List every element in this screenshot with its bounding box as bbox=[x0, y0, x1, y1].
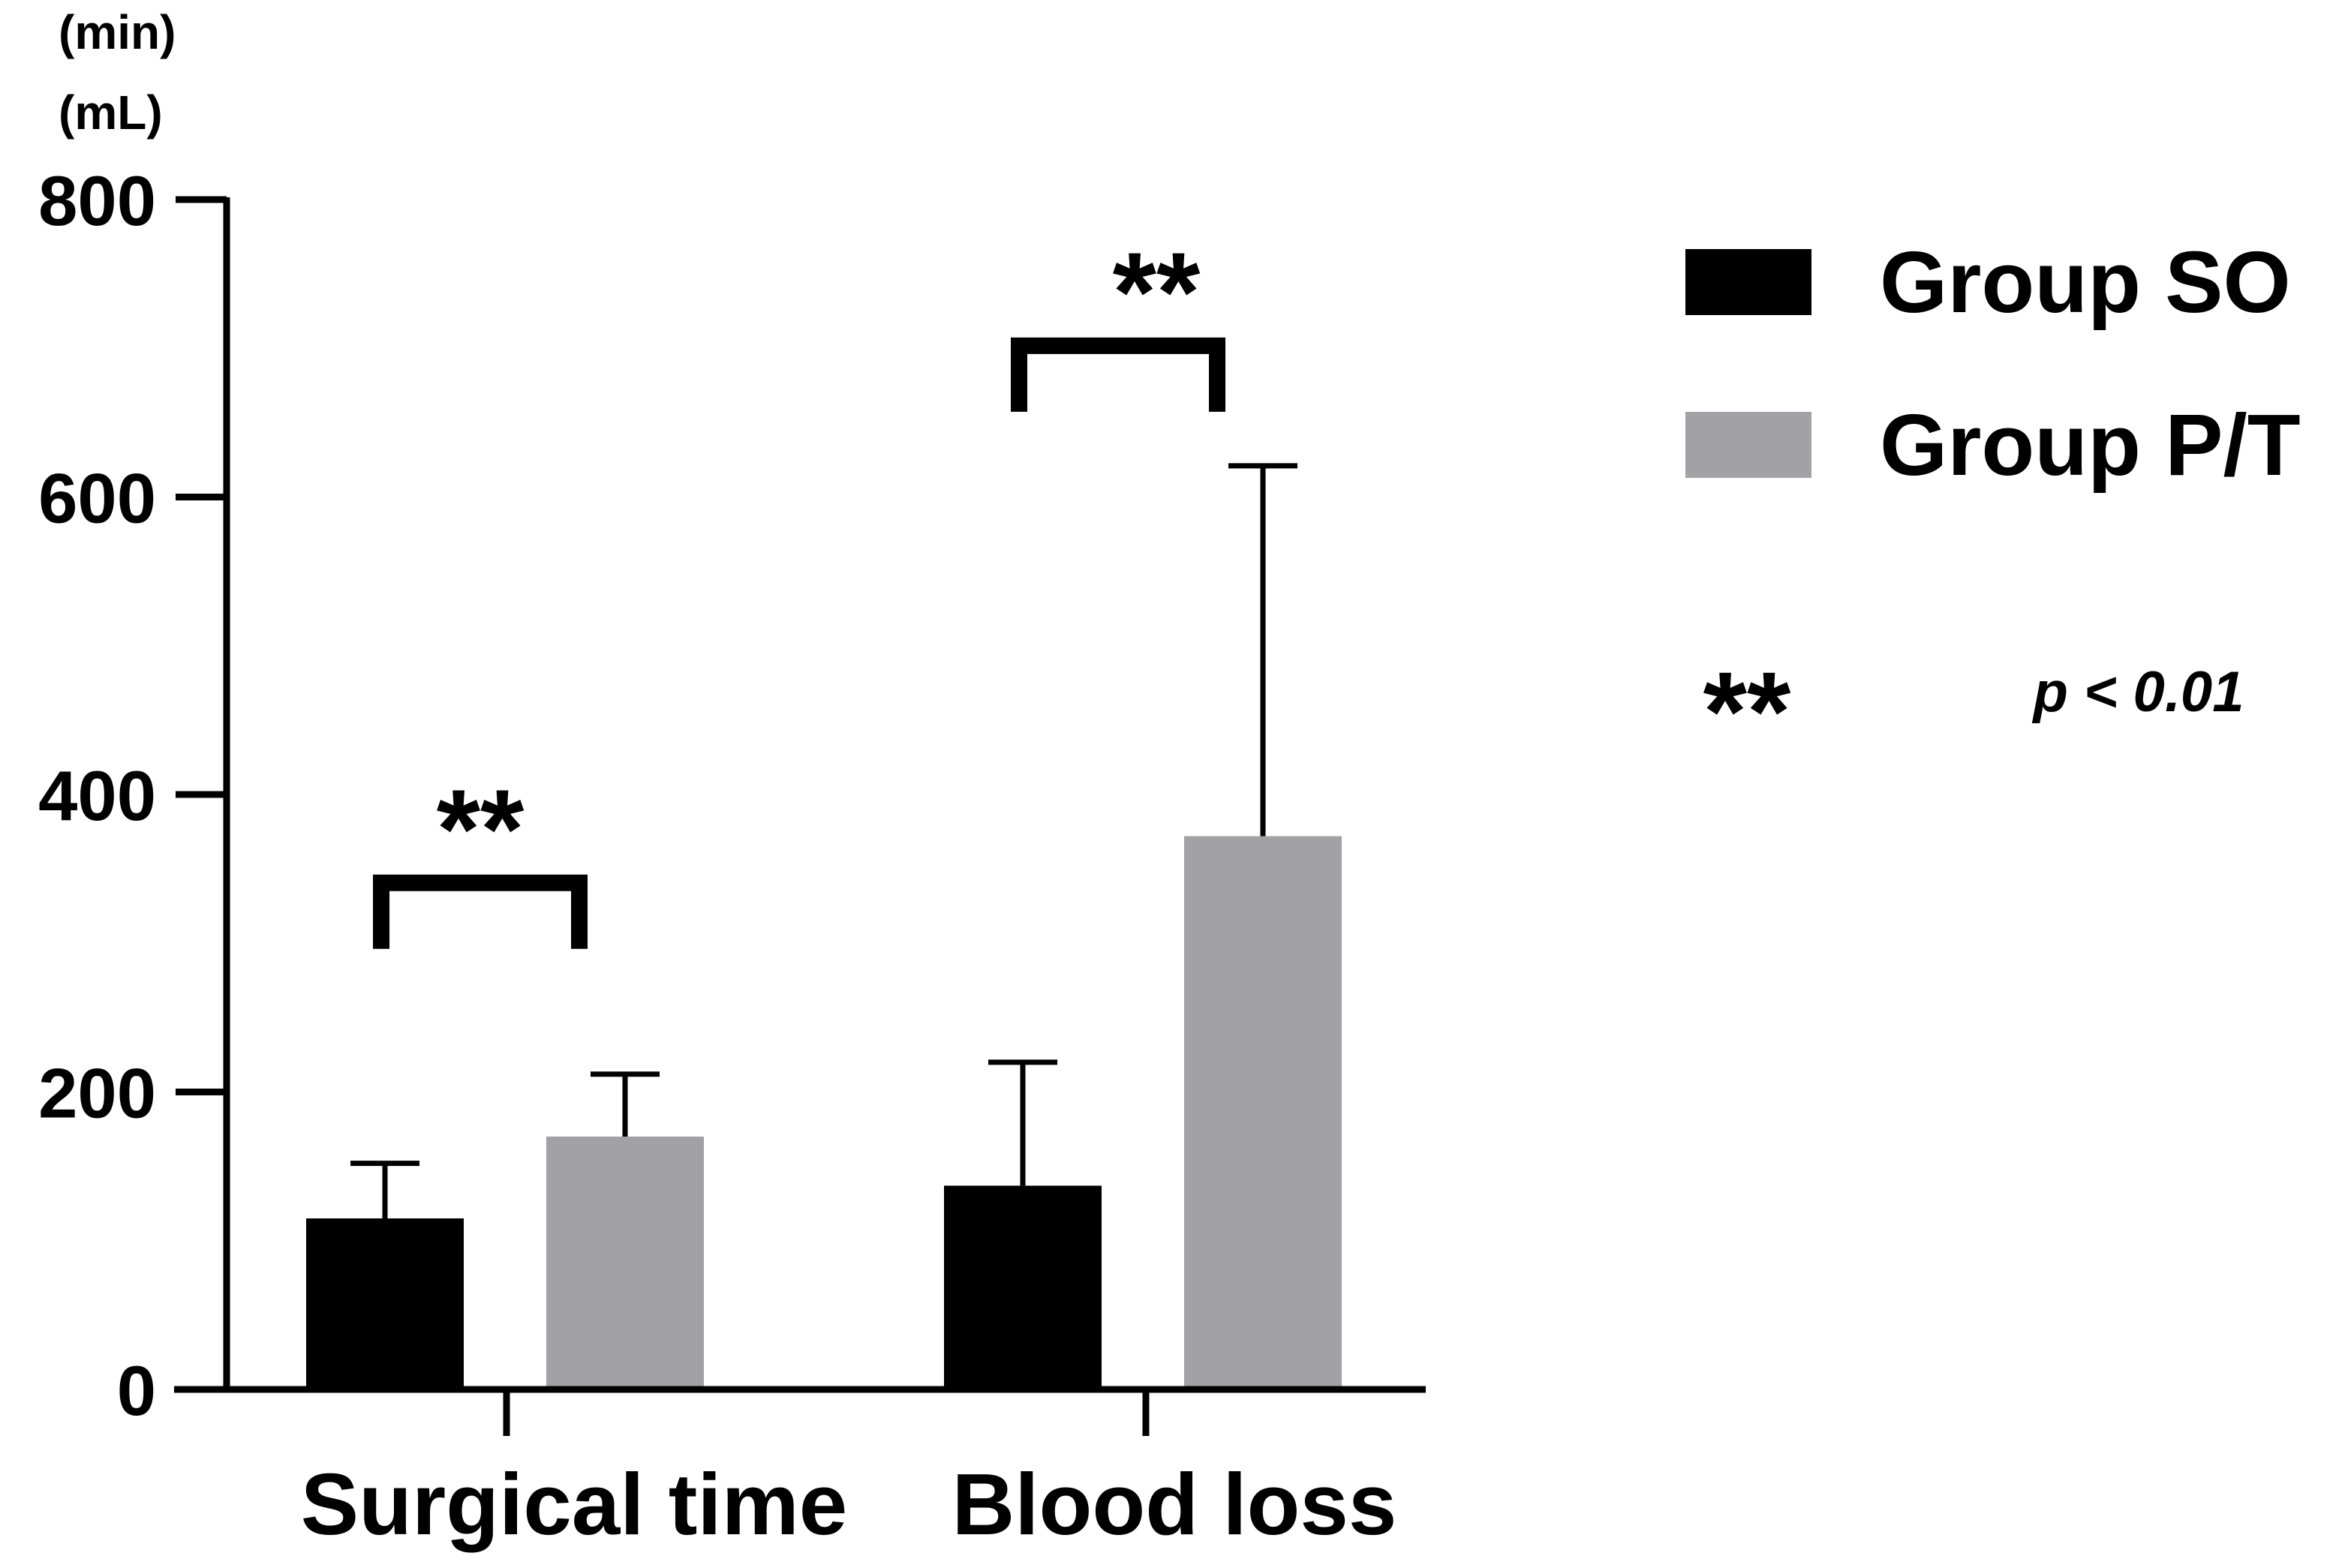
y-axis-unit-ml: (mL) bbox=[59, 86, 163, 140]
y-tick-label: 200 bbox=[38, 1054, 156, 1133]
significance-bracket bbox=[1011, 337, 1225, 412]
y-tick-label: 400 bbox=[38, 756, 156, 835]
significance-layer: ** ** bbox=[373, 229, 1225, 949]
bar-group-so-0 bbox=[306, 1218, 464, 1389]
y-tick-label: 800 bbox=[38, 161, 156, 240]
legend-label-group-so: Group SO bbox=[1880, 233, 2291, 331]
legend-label-group-pt: Group P/T bbox=[1880, 396, 2301, 494]
bar-group-pt-0 bbox=[546, 1136, 704, 1389]
y-tick-label: 600 bbox=[38, 459, 156, 538]
error-bars-layer bbox=[350, 463, 1297, 1219]
x-category-label: Blood loss bbox=[952, 1455, 1397, 1553]
legend-swatch-group-pt bbox=[1685, 412, 1811, 478]
bars-layer bbox=[306, 836, 1342, 1389]
y-tick-label: 0 bbox=[117, 1351, 156, 1430]
y-axis-unit-min: (min) bbox=[59, 5, 176, 59]
axes-layer: 0 200 400 600 800 (min) (mL) Surgical time Blood… bbox=[38, 5, 1426, 1553]
significance-bracket bbox=[373, 874, 588, 949]
legend-layer: Group SO Group P/T ** p < 0.01 bbox=[1685, 233, 2301, 774]
bar-group-so-1 bbox=[944, 1185, 1102, 1389]
x-category-label: Surgical time bbox=[301, 1455, 847, 1553]
significance-stars: ** bbox=[437, 766, 525, 892]
significance-stars: ** bbox=[1113, 229, 1201, 355]
legend-swatch-group-so bbox=[1685, 249, 1811, 315]
bar-group-pt-1 bbox=[1184, 836, 1342, 1389]
significance-legend-stars: ** bbox=[1703, 648, 1791, 774]
significance-legend-pvalue: p < 0.01 bbox=[2032, 660, 2244, 724]
